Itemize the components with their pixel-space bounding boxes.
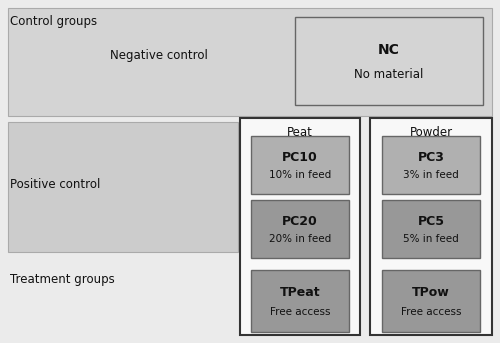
Text: Peat: Peat (287, 126, 313, 139)
FancyBboxPatch shape (370, 118, 492, 335)
Text: Free access: Free access (270, 307, 330, 317)
Text: TPeat: TPeat (280, 286, 320, 299)
Text: PC3: PC3 (418, 151, 444, 164)
FancyBboxPatch shape (251, 270, 349, 332)
Text: 20% in feed: 20% in feed (269, 234, 331, 244)
FancyBboxPatch shape (251, 136, 349, 194)
Text: PC10: PC10 (282, 151, 318, 164)
FancyBboxPatch shape (295, 17, 483, 105)
FancyBboxPatch shape (382, 200, 480, 258)
FancyBboxPatch shape (382, 136, 480, 194)
Text: PC5: PC5 (418, 215, 444, 228)
FancyBboxPatch shape (251, 200, 349, 258)
Text: Free access: Free access (401, 307, 461, 317)
FancyBboxPatch shape (382, 270, 480, 332)
Text: TPow: TPow (412, 286, 450, 299)
FancyBboxPatch shape (240, 118, 360, 335)
Text: Negative control: Negative control (110, 48, 208, 61)
FancyBboxPatch shape (8, 8, 492, 116)
Text: 3% in feed: 3% in feed (403, 170, 459, 180)
Text: Powder: Powder (410, 126, 453, 139)
Text: Control groups: Control groups (10, 15, 97, 28)
Text: PC20: PC20 (282, 215, 318, 228)
Text: No material: No material (354, 68, 424, 81)
FancyBboxPatch shape (8, 122, 238, 252)
Text: Treatment groups: Treatment groups (10, 273, 115, 286)
Text: 5% in feed: 5% in feed (403, 234, 459, 244)
Text: 10% in feed: 10% in feed (269, 170, 331, 180)
Text: NC: NC (378, 43, 400, 57)
Text: Positive control: Positive control (10, 178, 101, 191)
